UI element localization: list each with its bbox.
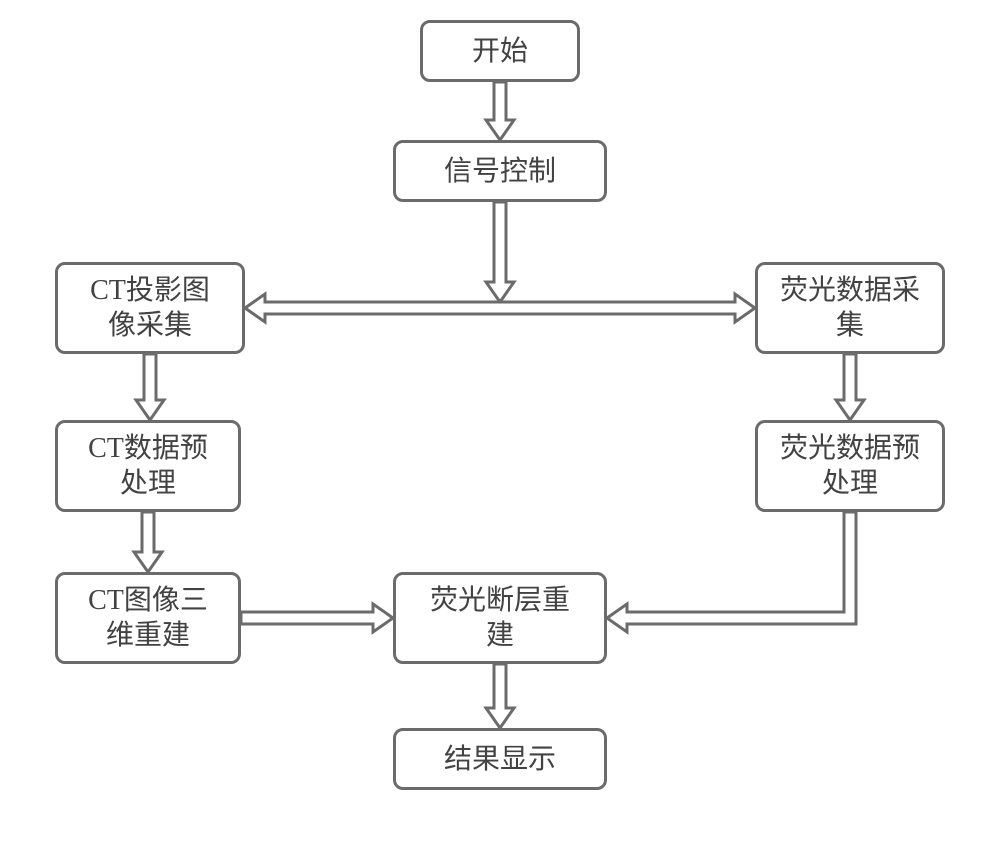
flowchart-canvas: 开始信号控制CT投影图 像采集荧光数据采 集CT数据预 处理荧光数据预 处理CT… bbox=[0, 0, 1000, 845]
arrow-fl_rec-result bbox=[0, 0, 1000, 845]
